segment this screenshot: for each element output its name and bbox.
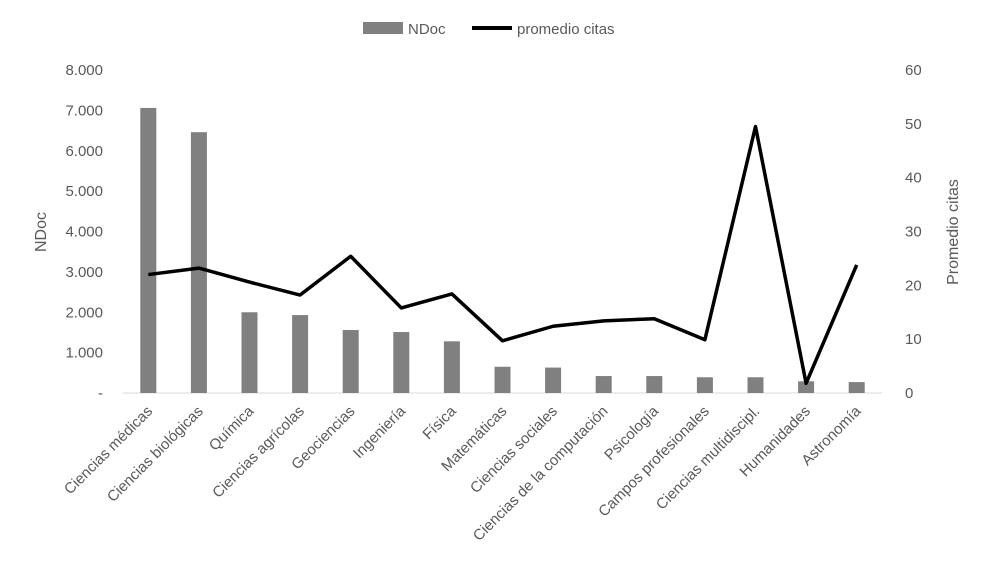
- bar-ndoc: [393, 332, 410, 393]
- y-right-axis-label: Promedio citas: [945, 179, 962, 285]
- bar-ndoc: [696, 377, 713, 393]
- x-tick-label: Ciencias agrícolas: [209, 403, 308, 502]
- y-right-tick-label: 0: [905, 385, 913, 402]
- x-tick-label: Física: [419, 402, 460, 443]
- bar-ndoc: [646, 376, 663, 393]
- bar-ndoc: [190, 132, 207, 394]
- bar-ndoc: [747, 377, 764, 393]
- y-right-axis: 0 10 20 30 40 50 60: [905, 62, 922, 402]
- y-left-tick-label: 1.000: [65, 345, 103, 362]
- x-tick-label: Ingeniería: [350, 402, 410, 462]
- x-tick-label: Ciencias biológicas: [104, 403, 207, 506]
- promedio-citas-line: [148, 124, 859, 386]
- y-left-tick-label: 2.000: [65, 304, 103, 321]
- legend-label-promedio-citas: promedio citas: [517, 21, 615, 38]
- y-right-tick-label: 10: [905, 331, 922, 348]
- x-tick-label: Ciencias médicas: [61, 403, 156, 498]
- y-right-tick-label: 60: [905, 62, 922, 79]
- y-right-tick-label: 40: [905, 170, 922, 187]
- bar-ndoc: [595, 376, 612, 393]
- y-left-tick-label: 6.000: [65, 143, 103, 160]
- y-right-tick-label: 20: [905, 277, 922, 294]
- bar-ndoc: [342, 330, 359, 393]
- bar-ndoc: [494, 366, 511, 393]
- y-left-tick-label: 4.000: [65, 224, 103, 241]
- y-left-tick-label: 3.000: [65, 264, 103, 281]
- legend: NDoc promedio citas: [363, 21, 615, 38]
- bar-ndoc: [848, 382, 865, 393]
- y-left-tick-label: 8.000: [65, 62, 103, 79]
- x-tick-label: Ciencias sociales: [467, 403, 561, 497]
- y-right-tick-label: 50: [905, 116, 922, 133]
- legend-swatch-ndoc: [363, 22, 403, 34]
- bar-ndoc: [241, 312, 258, 393]
- y-left-axis-label: NDoc: [33, 212, 50, 252]
- bar-ndoc: [140, 107, 157, 393]
- bar-ndoc: [292, 315, 309, 393]
- y-right-tick-label: 30: [905, 224, 922, 241]
- y-left-tick-label: 5.000: [65, 183, 103, 200]
- ndoc-bars: [140, 107, 865, 394]
- y-left-tick-label: 7.000: [65, 102, 103, 119]
- y-left-axis: - 1.000 2.000 3.000 4.000 5.000 6.000 7.000 8.00…: [65, 62, 103, 402]
- legend-label-ndoc: NDoc: [408, 21, 446, 38]
- bar-ndoc: [798, 381, 815, 393]
- bar-ndoc: [545, 367, 562, 393]
- x-tick-label: Química: [206, 402, 258, 454]
- y-left-tick-label: -: [98, 385, 103, 402]
- bar-ndoc: [443, 341, 460, 393]
